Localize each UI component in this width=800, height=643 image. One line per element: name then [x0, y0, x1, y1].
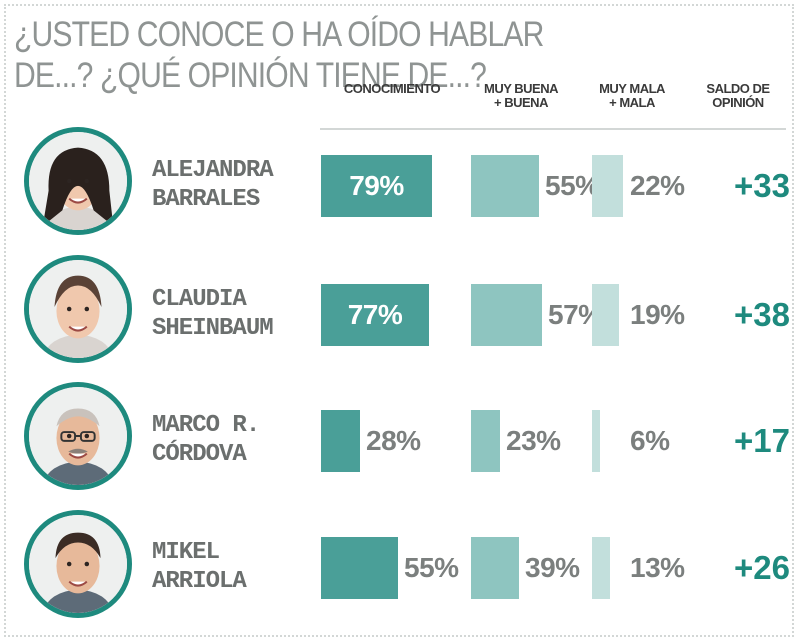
- column-header-conocimiento: CONOCIMIENTO: [322, 82, 462, 96]
- candidate-name-line: MIKEL: [152, 539, 220, 566]
- candidate-name: MARCO R. CÓRDOVA: [152, 411, 260, 469]
- column-header-line: MUY MALA: [599, 81, 665, 96]
- value-label-mala: 22%: [630, 170, 685, 201]
- value-label-mala: 19%: [630, 299, 685, 330]
- bar-buena: [471, 537, 519, 599]
- value-label-buena: 39%: [525, 552, 580, 583]
- value-label-mala: 6%: [630, 425, 670, 456]
- value-label-buena: 23%: [506, 425, 561, 456]
- bar-buena: [471, 284, 542, 346]
- candidate-name-line: MARCO R.: [152, 412, 260, 439]
- candidate-name-line: CLAUDIA: [152, 286, 247, 313]
- header-divider: [320, 128, 786, 130]
- saldo-value: +26: [734, 549, 790, 586]
- bar-buena: [471, 155, 539, 217]
- column-header-line: CONOCIMIENTO: [343, 81, 441, 96]
- value-label-conocimiento: 28%: [366, 425, 421, 456]
- portrait-icon: [29, 515, 127, 613]
- candidate-avatar: [24, 382, 132, 490]
- bar-mala: [592, 410, 600, 472]
- bar-buena: [471, 410, 500, 472]
- bar-conocimiento: [321, 410, 360, 472]
- candidate-name-line: BARRALES: [152, 186, 260, 213]
- candidate-name: CLAUDIA SHEINBAUM: [152, 285, 274, 343]
- candidate-avatar: [24, 127, 132, 235]
- saldo-value: +17: [734, 422, 790, 459]
- candidate-name-line: SHEINBAUM: [152, 315, 274, 342]
- candidate-name-line: CÓRDOVA: [152, 441, 247, 468]
- column-header-line: OPINIÓN: [712, 95, 764, 110]
- saldo-value: +33: [734, 167, 790, 204]
- portrait-icon: [29, 387, 127, 485]
- column-header-line: MUY BUENA: [484, 81, 559, 96]
- column-header-mala: MUY MALA + MALA: [584, 82, 680, 110]
- portrait-icon: [29, 260, 127, 358]
- bar-conocimiento: [321, 155, 432, 217]
- column-header-saldo: SALDO DE OPINIÓN: [690, 82, 786, 110]
- column-header-buena: MUY BUENA + BUENA: [466, 82, 576, 110]
- candidate-name: MIKEL ARRIOLA: [152, 538, 247, 596]
- value-label-conocimiento: 55%: [404, 552, 459, 583]
- column-header-line: + BUENA: [494, 95, 548, 110]
- chart-title: ¿USTED CONOCE O HA OÍDO HABLAR DE...? ¿Q…: [14, 15, 544, 95]
- bar-mala: [592, 284, 619, 346]
- value-label-mala: 13%: [630, 552, 685, 583]
- value-label-conocimiento: 77%: [347, 299, 403, 330]
- candidate-avatar: [24, 510, 132, 618]
- column-header-line: SALDO DE: [706, 81, 770, 96]
- candidate-name: ALEJANDRA BARRALES: [152, 156, 274, 214]
- value-label-buena: 55%: [545, 170, 600, 201]
- candidate-avatar: [24, 255, 132, 363]
- candidate-name-line: ARRIOLA: [152, 568, 247, 595]
- portrait-icon: [29, 132, 127, 230]
- bar-mala: [592, 155, 623, 217]
- candidate-name-line: ALEJANDRA: [152, 157, 274, 184]
- chart-frame: [4, 4, 794, 637]
- saldo-value: +38: [734, 296, 790, 333]
- bar-conocimiento: [321, 537, 398, 599]
- value-label-conocimiento: 79%: [349, 170, 404, 201]
- bar-mala: [592, 537, 610, 599]
- column-header-line: + MALA: [609, 95, 655, 110]
- bar-conocimiento: [321, 284, 429, 346]
